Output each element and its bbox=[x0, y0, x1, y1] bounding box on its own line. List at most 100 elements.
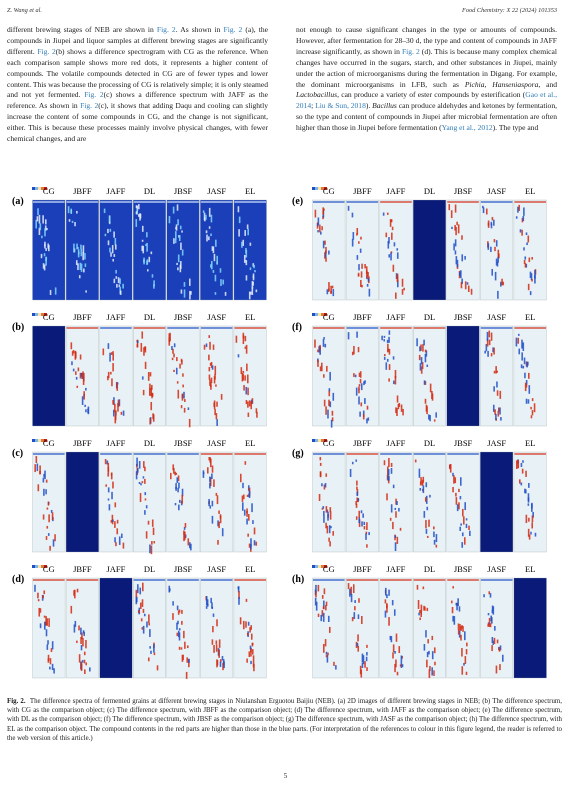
panel-letter: (d) bbox=[12, 574, 24, 585]
compound-signal-mark bbox=[35, 219, 37, 229]
compound-signal-mark bbox=[189, 542, 191, 549]
compound-signal-mark bbox=[112, 351, 114, 354]
compound-signal-mark bbox=[74, 350, 77, 360]
compound-signal-mark bbox=[390, 251, 393, 254]
italic-term: Lactobacillus bbox=[296, 90, 338, 100]
compound-signal-mark bbox=[534, 270, 536, 279]
compound-signal-mark bbox=[205, 343, 208, 348]
compound-signal-mark bbox=[184, 531, 186, 540]
compound-signal-mark bbox=[398, 507, 400, 512]
compound-signal-mark bbox=[418, 612, 420, 616]
compound-signal-mark bbox=[151, 519, 154, 527]
compound-signal-mark bbox=[399, 527, 402, 531]
reference-link[interactable]: Fig. 2 bbox=[80, 101, 99, 111]
compound-signal-mark bbox=[522, 460, 524, 463]
compound-signal-mark bbox=[463, 516, 465, 525]
compound-signal-mark bbox=[319, 366, 322, 372]
compound-signal-mark bbox=[384, 610, 387, 618]
compound-signal-mark bbox=[47, 658, 50, 663]
compound-signal-mark bbox=[399, 664, 402, 667]
colorbar-swatch bbox=[38, 439, 41, 442]
reference-link[interactable]: Fig. 2 bbox=[156, 25, 176, 34]
colorbar-swatch bbox=[41, 313, 44, 316]
compound-signal-mark bbox=[418, 474, 421, 478]
sample-label: EL bbox=[245, 564, 255, 574]
compound-signal-mark bbox=[153, 652, 156, 656]
reference-link[interactable]: Liu & Sun, 2018 bbox=[315, 101, 366, 111]
compound-signal-mark bbox=[67, 206, 70, 214]
compound-signal-mark bbox=[388, 458, 390, 467]
compound-signal-mark bbox=[140, 483, 142, 486]
compound-signal-mark bbox=[360, 279, 362, 287]
rip-band bbox=[346, 579, 379, 581]
compound-signal-mark bbox=[396, 501, 398, 506]
compound-signal-mark bbox=[103, 208, 106, 214]
reference-link[interactable]: Gao et al., 2014 bbox=[296, 90, 558, 111]
compound-signal-mark bbox=[419, 363, 422, 371]
compound-signal-mark bbox=[521, 229, 523, 236]
compound-signal-mark bbox=[135, 471, 138, 480]
compound-signal-mark bbox=[219, 268, 222, 273]
compound-signal-mark bbox=[485, 208, 488, 215]
compound-signal-mark bbox=[454, 477, 457, 484]
compound-signal-mark bbox=[239, 617, 242, 625]
compound-signal-mark bbox=[53, 668, 55, 674]
compound-signal-mark bbox=[390, 468, 393, 474]
compound-signal-mark bbox=[448, 464, 451, 470]
colorbar-swatch bbox=[41, 565, 44, 568]
compound-signal-mark bbox=[245, 399, 248, 405]
compound-signal-mark bbox=[487, 350, 489, 357]
compound-signal-mark bbox=[246, 374, 249, 384]
compound-signal-mark bbox=[524, 489, 527, 494]
compound-signal-mark bbox=[208, 226, 211, 229]
spectrum-strip bbox=[65, 451, 99, 553]
compound-signal-mark bbox=[80, 644, 83, 651]
compound-signal-mark bbox=[76, 385, 79, 388]
compound-signal-mark bbox=[426, 364, 429, 367]
compound-signal-mark bbox=[420, 366, 423, 374]
reference-link[interactable]: Yang et al., 2012 bbox=[441, 123, 493, 133]
compound-signal-mark bbox=[247, 401, 249, 408]
paragraph: not enough to cause significant changes … bbox=[296, 25, 557, 134]
compound-signal-mark bbox=[492, 404, 495, 412]
compound-signal-mark bbox=[398, 646, 401, 654]
rip-band bbox=[413, 579, 446, 581]
compound-signal-mark bbox=[394, 507, 397, 510]
colorbar-swatch bbox=[35, 439, 38, 442]
compound-signal-mark bbox=[169, 332, 171, 342]
compound-signal-mark bbox=[403, 287, 405, 291]
compound-signal-mark bbox=[78, 654, 81, 663]
reference-link[interactable]: Fig. 2 bbox=[401, 46, 420, 56]
compound-signal-mark bbox=[151, 392, 154, 396]
reference-link[interactable]: Fig. 2 bbox=[84, 90, 104, 100]
compound-signal-mark bbox=[531, 515, 534, 523]
compound-signal-mark bbox=[177, 475, 180, 482]
compound-signal-mark bbox=[146, 259, 149, 265]
colorbar-swatch bbox=[315, 313, 318, 316]
compound-signal-mark bbox=[527, 399, 530, 404]
sample-label: JAFF bbox=[386, 312, 405, 322]
compound-signal-mark bbox=[114, 403, 116, 413]
compound-signal-mark bbox=[387, 241, 390, 249]
compound-signal-mark bbox=[451, 226, 453, 230]
compound-signal-mark bbox=[458, 502, 460, 510]
compound-signal-mark bbox=[519, 229, 522, 233]
compound-signal-mark bbox=[326, 365, 328, 372]
compound-signal-mark bbox=[521, 339, 523, 349]
compound-signal-mark bbox=[366, 667, 368, 671]
compound-signal-mark bbox=[73, 243, 75, 253]
compound-signal-mark bbox=[122, 410, 125, 416]
compound-signal-mark bbox=[176, 605, 179, 611]
compound-signal-mark bbox=[502, 281, 505, 286]
compound-signal-mark bbox=[209, 457, 212, 463]
compound-signal-mark bbox=[245, 598, 248, 602]
compound-signal-mark bbox=[500, 281, 502, 287]
compound-signal-mark bbox=[396, 408, 398, 417]
reference-link[interactable]: Fig. 2 bbox=[37, 46, 56, 56]
compound-signal-mark bbox=[253, 527, 256, 535]
compound-signal-mark bbox=[107, 343, 110, 349]
compound-signal-mark bbox=[107, 473, 109, 477]
reference-link[interactable]: Fig. 2 bbox=[223, 25, 243, 34]
sample-label: JBFF bbox=[73, 438, 92, 448]
sample-label: CG bbox=[323, 186, 335, 196]
